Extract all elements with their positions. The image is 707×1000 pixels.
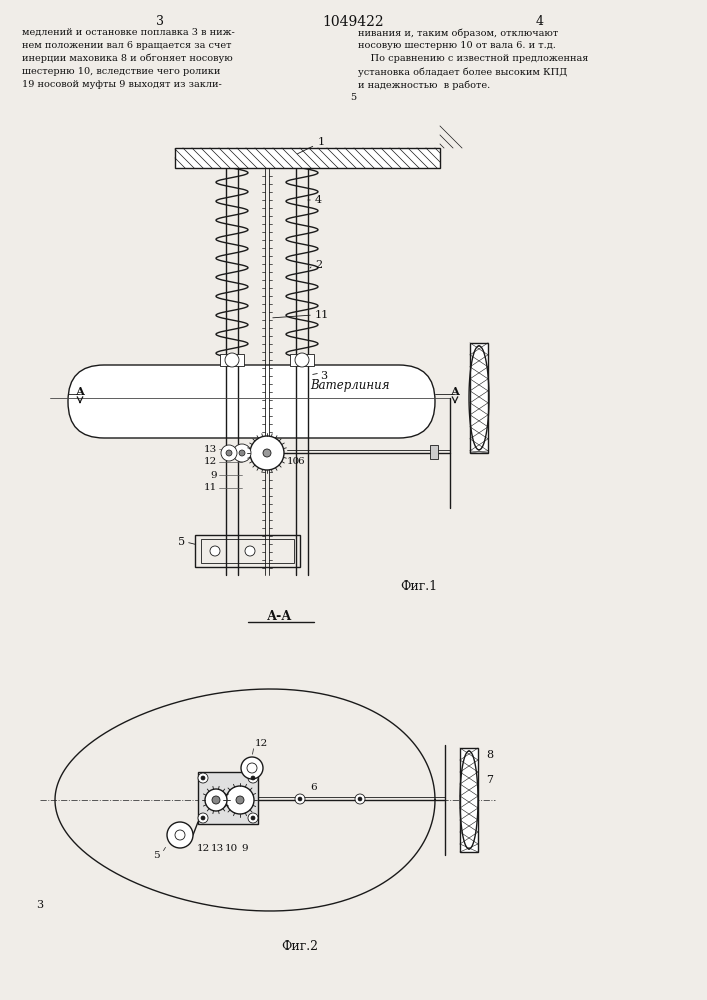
Bar <box>198 772 258 824</box>
Text: А-А: А-А <box>267 610 293 623</box>
Text: 13: 13 <box>204 444 217 454</box>
Circle shape <box>251 776 255 780</box>
Text: 10: 10 <box>287 456 300 466</box>
Text: 10: 10 <box>224 844 238 853</box>
Text: 11: 11 <box>204 484 217 492</box>
Text: 9: 9 <box>242 844 248 853</box>
Circle shape <box>167 822 193 848</box>
Circle shape <box>239 450 245 456</box>
Text: 8: 8 <box>486 750 493 760</box>
Circle shape <box>247 763 257 773</box>
Circle shape <box>263 449 271 457</box>
Circle shape <box>201 776 205 780</box>
Text: 4: 4 <box>536 15 544 28</box>
Text: А: А <box>76 386 85 397</box>
Circle shape <box>226 786 254 814</box>
Circle shape <box>248 813 258 823</box>
Text: 11: 11 <box>240 784 253 792</box>
Text: 7: 7 <box>486 775 493 785</box>
Text: 5: 5 <box>153 850 160 859</box>
Circle shape <box>298 797 302 801</box>
Bar <box>470 343 488 453</box>
Text: 6: 6 <box>310 784 317 792</box>
Circle shape <box>212 796 220 804</box>
Text: 3: 3 <box>156 15 164 28</box>
Text: 4: 4 <box>315 195 322 205</box>
Circle shape <box>251 816 255 820</box>
Text: 5: 5 <box>350 94 356 103</box>
Circle shape <box>355 794 365 804</box>
Circle shape <box>221 445 237 461</box>
Text: 1049422: 1049422 <box>322 15 384 29</box>
Bar <box>195 535 300 567</box>
Circle shape <box>198 773 208 783</box>
Bar <box>175 148 440 168</box>
Circle shape <box>250 436 284 470</box>
Circle shape <box>233 444 251 462</box>
Circle shape <box>198 813 208 823</box>
Circle shape <box>295 794 305 804</box>
Text: 11: 11 <box>315 310 329 320</box>
Text: А: А <box>450 386 460 397</box>
Text: медлений и остановке поплавка 3 в ниж-
нем положении вал 6 вращается за счет
ине: медлений и остановке поплавка 3 в ниж- н… <box>22 28 235 89</box>
Bar <box>220 354 244 366</box>
Text: 5: 5 <box>178 537 185 547</box>
Text: 12: 12 <box>197 844 209 853</box>
Circle shape <box>248 773 258 783</box>
Text: Фиг.1: Фиг.1 <box>400 580 437 593</box>
Circle shape <box>358 797 362 801</box>
Circle shape <box>241 757 263 779</box>
FancyBboxPatch shape <box>68 365 435 438</box>
Circle shape <box>175 830 185 840</box>
Text: 6: 6 <box>297 456 303 466</box>
Circle shape <box>210 546 220 556</box>
Bar <box>460 748 478 852</box>
Text: 3: 3 <box>320 371 327 381</box>
Text: 1: 1 <box>298 137 325 154</box>
Circle shape <box>236 796 244 804</box>
Circle shape <box>205 789 227 811</box>
Circle shape <box>295 353 309 367</box>
Text: 3: 3 <box>37 900 44 910</box>
Circle shape <box>226 450 232 456</box>
Circle shape <box>225 353 239 367</box>
Bar <box>290 354 314 366</box>
Circle shape <box>201 816 205 820</box>
Bar <box>201 539 294 563</box>
Text: Ватерлиния: Ватерлиния <box>310 379 390 392</box>
Text: 2: 2 <box>315 260 322 270</box>
Text: 12: 12 <box>204 458 217 466</box>
Text: нивания и, таким образом, отключают
носовую шестерню 10 от вала 6. и т.д.
    По: нивания и, таким образом, отключают носо… <box>358 28 588 90</box>
Bar <box>430 445 438 459</box>
Text: Фиг.2: Фиг.2 <box>281 940 318 953</box>
Circle shape <box>245 546 255 556</box>
Text: 12: 12 <box>255 740 268 748</box>
Text: 13: 13 <box>211 844 223 853</box>
Text: 9: 9 <box>211 471 217 480</box>
